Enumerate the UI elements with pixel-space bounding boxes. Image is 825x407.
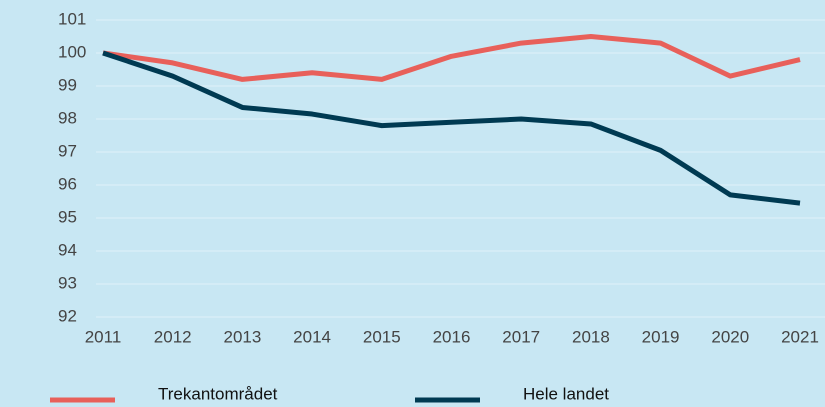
y-tick-label: 98: [58, 108, 77, 127]
x-tick-label: 2013: [223, 327, 261, 346]
x-tick-label: 2016: [433, 327, 471, 346]
y-tick-label: 97: [58, 141, 77, 160]
y-tick-label: 96: [58, 174, 77, 193]
x-tick-label: 2011: [85, 327, 122, 346]
series-line: [102, 34, 801, 82]
legend-label: Trekantområdet: [158, 384, 278, 403]
y-tick-label: 92: [58, 306, 77, 325]
x-tick-label: 2017: [502, 327, 540, 346]
x-tick-label: 2018: [572, 327, 610, 346]
x-tick-label: 2020: [711, 327, 749, 346]
x-tick-label: 2019: [642, 327, 680, 346]
x-tick-label: 2015: [363, 327, 401, 346]
series-line: [102, 50, 801, 206]
y-tick-label: 95: [58, 207, 77, 226]
y-tick-label: 93: [58, 273, 77, 292]
x-tick-label: 2021: [781, 327, 819, 346]
y-tick-label: 100: [58, 42, 86, 61]
y-tick-label: 94: [58, 240, 77, 259]
y-tick-label: 99: [58, 75, 77, 94]
legend-label: Hele landet: [523, 384, 609, 403]
x-tick-label: 2014: [293, 327, 331, 346]
x-tick-label: 2012: [154, 327, 192, 346]
y-tick-label: 101: [58, 9, 86, 28]
